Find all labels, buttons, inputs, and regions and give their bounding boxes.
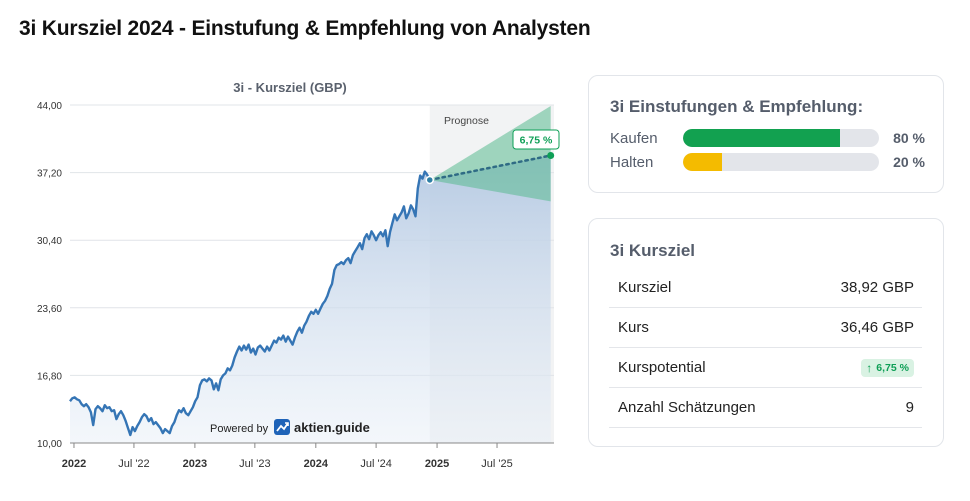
- powered-by-watermark: Powered by aktien.guide: [210, 419, 370, 435]
- x-tick-label: 2024: [304, 458, 329, 470]
- x-tick-label: Jul '24: [360, 458, 391, 470]
- y-tick-label: 44,00: [37, 101, 62, 112]
- rating-percent: 80 %: [893, 130, 925, 146]
- forecast-label: Prognose: [444, 115, 489, 127]
- rating-row-kaufen: Kaufen 80 %: [610, 128, 925, 148]
- row-label: Kurs: [618, 319, 649, 336]
- price-target-chart: 3i - Kursziel (GBP) 10,00 16,80 23,60 30,40…: [37, 80, 560, 470]
- forecast-percent-box: [512, 129, 560, 150]
- price-target-card: 3i Kursziel Kursziel 38,92 GBP Kurs 36,4…: [588, 218, 944, 447]
- rating-bar-track: [683, 153, 879, 171]
- rating-row-halten: Halten 20 %: [610, 152, 925, 172]
- x-tick-label: 2025: [425, 458, 449, 470]
- ratings-title: 3i Einstufungen & Empfehlung:: [610, 97, 864, 116]
- price-target-title: 3i Kursziel: [610, 241, 696, 260]
- row-label: Anzahl Schätzungen: [618, 399, 756, 416]
- row-value: 9: [905, 399, 914, 416]
- y-tick-label: 23,60: [37, 304, 62, 315]
- y-tick-label: 30,40: [37, 236, 62, 247]
- table-row-kurspotential: Kurspotential ↑ 6,75 %: [609, 348, 922, 388]
- price-target-table: Kursziel 38,92 GBP Kurs 36,46 GBP Kurspo…: [609, 268, 922, 428]
- potential-value: 6,75 %: [876, 361, 909, 374]
- x-tick-label: Jul '23: [239, 458, 270, 470]
- row-label: Kursziel: [618, 279, 672, 296]
- row-label: Kurspotential: [618, 359, 706, 376]
- ratings-card: 3i Einstufungen & Empfehlung: Kaufen 80 …: [588, 75, 944, 193]
- forecast-line: [428, 154, 552, 182]
- table-row-kurs: Kurs 36,46 GBP: [609, 308, 922, 348]
- table-row-anzahl-schaetzungen: Anzahl Schätzungen 9: [609, 388, 922, 428]
- arrow-up-icon: ↑: [866, 360, 873, 375]
- x-tick-label: Jul '25: [481, 458, 512, 470]
- rating-label: Halten: [610, 153, 654, 171]
- y-tick-label: 16,80: [37, 371, 62, 382]
- forecast-target-point: [547, 152, 555, 160]
- rating-bar-fill-halten: [683, 153, 723, 171]
- x-tick-label: 2022: [62, 458, 86, 470]
- forecast-percent-label: 6,75 %: [520, 135, 553, 147]
- brand-text: aktien.guide: [294, 420, 370, 435]
- x-tick-label: Jul '22: [118, 458, 149, 470]
- rating-bar-track: [683, 129, 879, 147]
- y-tick-label: 37,20: [37, 169, 62, 180]
- table-row-kursziel: Kursziel 38,92 GBP: [609, 268, 922, 308]
- price-area: [70, 155, 551, 444]
- powered-by-text: Powered by: [210, 423, 269, 435]
- aktien-guide-logo-icon: [274, 419, 290, 435]
- potential-badge: ↑ 6,75 %: [861, 358, 914, 377]
- x-tick-label: 2023: [183, 458, 207, 470]
- price-line: [69, 170, 431, 437]
- row-value: 36,46 GBP: [840, 319, 914, 336]
- rating-bar-fill-kaufen: [683, 129, 840, 147]
- chart-title: 3i - Kursziel (GBP): [233, 80, 346, 95]
- y-tick-label: 10,00: [37, 439, 62, 450]
- current-price-point: [425, 175, 435, 185]
- rating-label: Kaufen: [610, 129, 658, 147]
- page-title: 3i Kursziel 2024 - Einstufung & Empfehlu…: [19, 17, 591, 40]
- row-value: 38,92 GBP: [840, 279, 914, 296]
- rating-percent: 20 %: [893, 154, 925, 170]
